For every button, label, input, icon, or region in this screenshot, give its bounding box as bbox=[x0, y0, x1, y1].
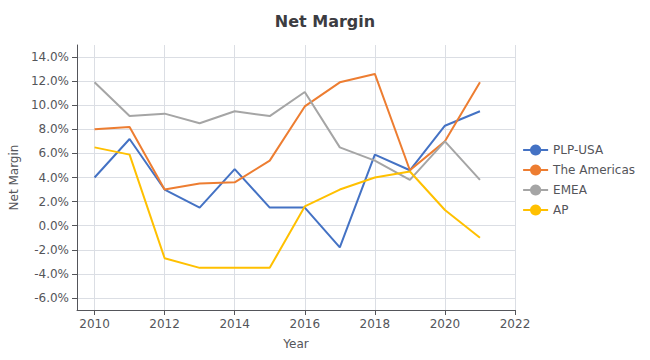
svg-text:AP: AP bbox=[553, 203, 568, 217]
svg-text:10.0%: 10.0% bbox=[31, 98, 69, 112]
svg-text:12.0%: 12.0% bbox=[31, 74, 69, 88]
svg-text:8.0%: 8.0% bbox=[39, 122, 70, 136]
svg-text:Net Margin: Net Margin bbox=[7, 145, 21, 211]
svg-text:EMEA: EMEA bbox=[553, 183, 588, 197]
svg-text:2016: 2016 bbox=[289, 317, 320, 331]
svg-text:-4.0%: -4.0% bbox=[34, 267, 69, 281]
svg-text:Year: Year bbox=[282, 337, 308, 351]
svg-text:2018: 2018 bbox=[360, 317, 391, 331]
svg-text:0.0%: 0.0% bbox=[39, 219, 70, 233]
svg-text:The Americas: The Americas bbox=[552, 163, 635, 177]
svg-text:14.0%: 14.0% bbox=[31, 50, 69, 64]
svg-text:PLP-USA: PLP-USA bbox=[553, 143, 604, 157]
svg-text:6.0%: 6.0% bbox=[39, 146, 70, 160]
svg-text:Net Margin: Net Margin bbox=[275, 12, 375, 31]
svg-text:2014: 2014 bbox=[219, 317, 250, 331]
svg-text:-2.0%: -2.0% bbox=[34, 243, 69, 257]
svg-text:4.0%: 4.0% bbox=[39, 171, 70, 185]
svg-text:2022: 2022 bbox=[500, 317, 531, 331]
svg-text:-6.0%: -6.0% bbox=[34, 291, 69, 305]
svg-text:2.0%: 2.0% bbox=[39, 195, 70, 209]
svg-text:2010: 2010 bbox=[79, 317, 110, 331]
svg-text:2012: 2012 bbox=[149, 317, 180, 331]
svg-text:2020: 2020 bbox=[430, 317, 461, 331]
